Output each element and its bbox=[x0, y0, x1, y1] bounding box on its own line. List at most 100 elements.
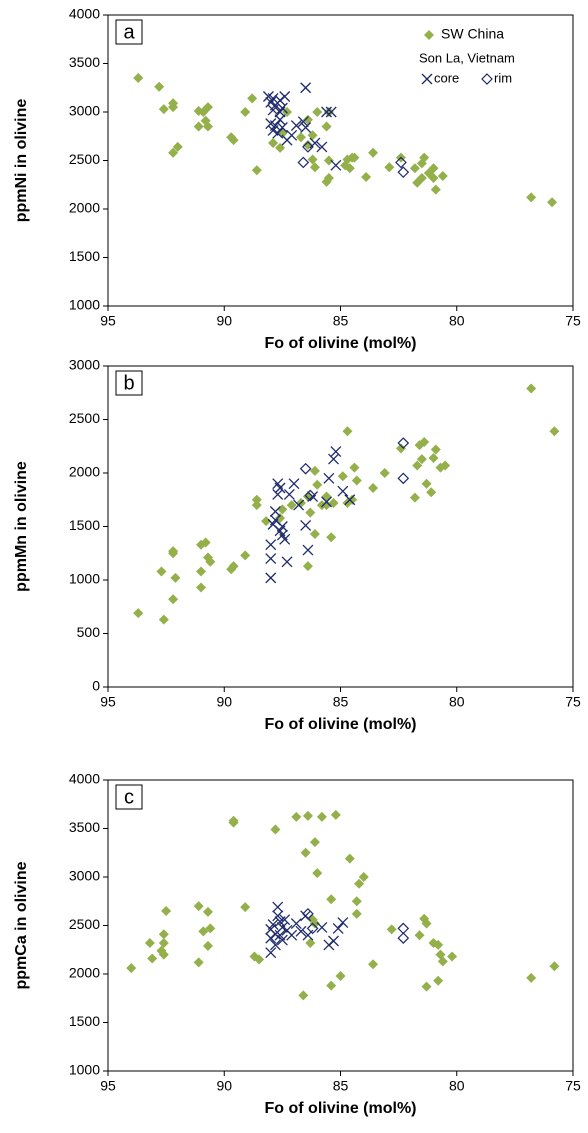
x-tick-label: 75 bbox=[565, 694, 581, 710]
x-point bbox=[281, 556, 293, 568]
diamond-point bbox=[309, 837, 320, 848]
diamond-point bbox=[395, 443, 406, 454]
x-point bbox=[323, 472, 335, 484]
diamond-point bbox=[437, 171, 448, 182]
x-point bbox=[272, 488, 284, 500]
y-axis-title: ppmNi in olivine bbox=[13, 99, 30, 223]
x-point bbox=[272, 910, 284, 922]
diamond-point bbox=[349, 462, 360, 473]
diamond-point bbox=[158, 929, 169, 940]
x-point bbox=[316, 141, 328, 153]
diamond-point bbox=[193, 901, 204, 912]
diamond-point bbox=[354, 878, 365, 889]
diamond-point bbox=[295, 132, 306, 143]
diamond-point bbox=[170, 572, 181, 583]
diamond-point bbox=[193, 121, 204, 132]
diamond-point bbox=[384, 162, 395, 173]
diamond-point bbox=[323, 172, 334, 183]
y-tick-label: 1000 bbox=[69, 571, 100, 587]
x-point bbox=[286, 929, 298, 941]
diamond-point bbox=[196, 582, 206, 593]
diamond-point bbox=[126, 963, 137, 974]
y-tick-label: 2500 bbox=[69, 916, 100, 932]
diamond-point bbox=[409, 492, 420, 503]
diamond-point bbox=[447, 951, 458, 962]
x-point bbox=[300, 82, 312, 94]
legend-label: core bbox=[434, 70, 459, 85]
diamond-point bbox=[202, 121, 213, 132]
x-point bbox=[325, 106, 337, 118]
open-diamond-point bbox=[397, 437, 410, 449]
x-point bbox=[276, 521, 288, 532]
diamond-point bbox=[228, 815, 239, 826]
diamond-point bbox=[428, 163, 439, 174]
diamond-point bbox=[386, 924, 397, 935]
diamond-point bbox=[309, 918, 320, 929]
x-tick-label: 85 bbox=[333, 694, 349, 710]
diamond-point bbox=[419, 152, 430, 163]
diamond-point bbox=[309, 528, 320, 539]
diamond-point bbox=[158, 949, 169, 960]
legend-label: SW China bbox=[441, 26, 504, 42]
diamond-point bbox=[526, 383, 537, 394]
x-axis-title: Fo of olivine (mol%) bbox=[265, 716, 417, 733]
x-point bbox=[272, 901, 284, 913]
x-point bbox=[293, 499, 305, 511]
diamond-point bbox=[168, 548, 179, 559]
x-tick-label: 90 bbox=[216, 313, 232, 329]
diamond-point bbox=[316, 811, 327, 822]
y-tick-label: 4000 bbox=[69, 6, 100, 22]
x-point bbox=[300, 122, 312, 133]
diamond-point bbox=[323, 155, 334, 166]
x-point bbox=[279, 91, 291, 102]
diamond-point bbox=[409, 163, 420, 174]
diamond-point bbox=[251, 165, 262, 176]
open-diamond-point bbox=[297, 156, 310, 169]
open-diamond-point bbox=[306, 922, 319, 935]
open-diamond-point bbox=[397, 932, 410, 944]
diamond-point bbox=[307, 154, 318, 165]
y-tick-label: 2500 bbox=[69, 410, 100, 426]
y-tick-label: 2000 bbox=[69, 965, 100, 981]
diamond-point bbox=[549, 426, 560, 437]
x-point bbox=[265, 947, 277, 959]
diamond-point bbox=[312, 107, 323, 117]
diamond-point bbox=[351, 896, 362, 907]
diamond-point bbox=[291, 811, 302, 822]
diamond-point bbox=[309, 162, 320, 173]
x-point bbox=[321, 496, 333, 508]
open-diamond-point bbox=[397, 166, 410, 178]
panel: 1000 1500 2000 2500 3000 3500 4000 95 90 85 80 75 Fo… bbox=[13, 6, 581, 353]
y-tick-label: 2000 bbox=[69, 200, 100, 216]
diamond-point bbox=[168, 102, 179, 113]
diamond-point bbox=[344, 163, 355, 174]
x-tick-label: 95 bbox=[100, 694, 116, 710]
x-axis-title: Fo of olivine (mol%) bbox=[265, 1100, 417, 1117]
diamond-point bbox=[144, 937, 155, 948]
plot-frame bbox=[107, 365, 574, 688]
x-point bbox=[265, 553, 277, 565]
x-tick-label: 95 bbox=[100, 313, 116, 329]
panel-label: c bbox=[124, 786, 134, 808]
diamond-point bbox=[326, 980, 337, 991]
open-diamond-point bbox=[299, 462, 312, 475]
x-point bbox=[279, 914, 291, 926]
y-tick-label: 1500 bbox=[69, 517, 100, 533]
x-point bbox=[286, 129, 298, 141]
diamond-point bbox=[379, 468, 390, 478]
diamond-point bbox=[321, 491, 332, 502]
y-axis-title: ppmMn in olivine bbox=[13, 461, 30, 592]
x-tick-label: 80 bbox=[449, 1078, 465, 1094]
x-point bbox=[283, 488, 295, 500]
diamond-point bbox=[526, 972, 537, 983]
x-point bbox=[295, 925, 307, 937]
x-point bbox=[300, 519, 312, 531]
x-point bbox=[272, 127, 284, 139]
x-point bbox=[265, 539, 277, 551]
panel: 0 500 1000 1500 2000 2500 3000 95 90 85 80 75 Fo of … bbox=[13, 357, 581, 734]
x-point bbox=[276, 934, 288, 946]
diamond-point bbox=[205, 556, 216, 567]
diamond-point bbox=[193, 957, 204, 968]
x-tick-label: 80 bbox=[449, 313, 465, 329]
